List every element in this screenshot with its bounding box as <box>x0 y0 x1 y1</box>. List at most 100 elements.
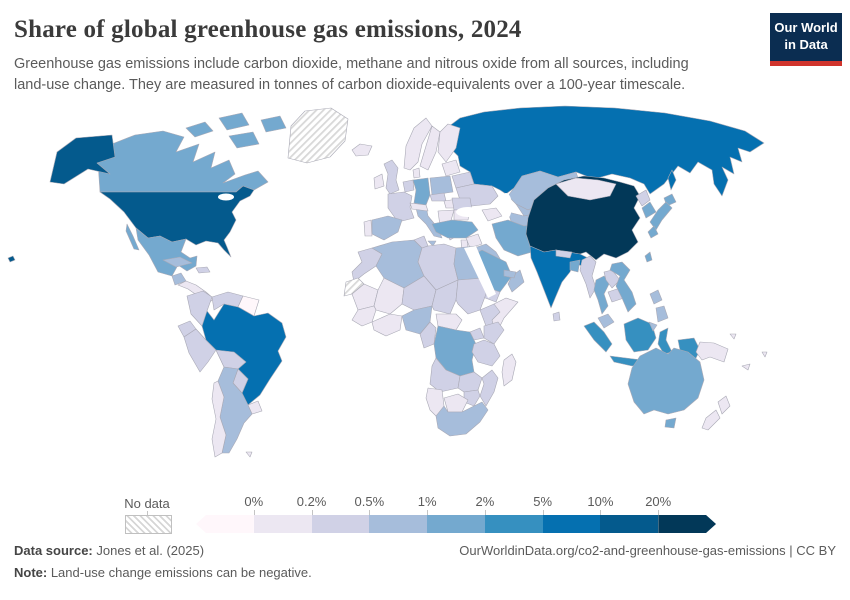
country-finland[interactable] <box>437 123 461 163</box>
country-uae[interactable] <box>503 269 517 279</box>
country-uk[interactable] <box>383 159 400 195</box>
country-new-caledonia[interactable] <box>741 363 751 371</box>
country-australia-tasmania[interactable] <box>664 417 677 429</box>
country-germany[interactable] <box>412 177 431 206</box>
country-canada[interactable] <box>97 130 269 193</box>
data-source-label: Data source: <box>14 543 93 558</box>
country-malaysia[interactable] <box>597 313 615 329</box>
country-baltics[interactable] <box>441 159 461 177</box>
legend-bin[interactable] <box>542 515 601 533</box>
country-botswana[interactable] <box>443 393 469 413</box>
country-indonesia-borneo[interactable] <box>623 317 657 353</box>
country-mozambique[interactable] <box>479 369 499 407</box>
country-caucasus[interactable] <box>481 207 503 222</box>
legend-bar <box>196 515 716 533</box>
country-usa-alaska[interactable] <box>49 134 116 185</box>
country-russia-sakhalin[interactable] <box>667 169 677 191</box>
country-falkland[interactable] <box>245 451 253 458</box>
country-france[interactable] <box>387 191 415 223</box>
legend-bin[interactable] <box>427 515 485 533</box>
country-australia[interactable] <box>627 347 705 415</box>
country-angola[interactable] <box>429 357 461 393</box>
country-central-african-republic[interactable] <box>435 313 463 331</box>
legend-bin[interactable] <box>484 515 543 533</box>
country-mongolia[interactable] <box>555 177 617 201</box>
country-taiwan[interactable] <box>644 251 653 263</box>
country-turkey[interactable] <box>431 219 479 239</box>
data-source-line: Data source: Jones et al. (2025) <box>14 543 204 558</box>
country-poland[interactable] <box>429 175 454 196</box>
credit-link[interactable]: OurWorldinData.org/co2-and-greenhouse-ga… <box>459 543 836 558</box>
country-canada-island[interactable] <box>228 131 260 149</box>
country-canada-island[interactable] <box>260 115 287 133</box>
country-solomon-islands[interactable] <box>729 333 737 340</box>
chart-subtitle: Greenhouse gas emissions include carbon … <box>14 56 689 94</box>
country-hispaniola[interactable] <box>195 266 211 274</box>
country-canada-island[interactable] <box>218 112 250 131</box>
country-chile[interactable] <box>211 380 227 458</box>
country-papua-new-guinea[interactable] <box>695 341 729 363</box>
country-benelux[interactable] <box>402 179 415 193</box>
page-title: Share of global greenhouse gas emissions… <box>14 16 522 43</box>
country-italy-sicily[interactable] <box>427 240 437 247</box>
country-mexico-baja[interactable] <box>125 223 140 251</box>
country-philippines-mindanao[interactable] <box>648 321 658 332</box>
legend-tick-line <box>311 510 313 515</box>
country-iceland[interactable] <box>351 143 373 157</box>
country-japan-kyushu[interactable] <box>647 225 659 239</box>
country-bolivia[interactable] <box>215 349 247 370</box>
country-usa-hawaii[interactable] <box>7 255 16 263</box>
world-map <box>7 105 768 458</box>
country-myanmar[interactable] <box>579 255 597 299</box>
country-north-korea[interactable] <box>635 189 651 207</box>
legend-bin[interactable] <box>600 515 659 533</box>
country-bangladesh[interactable] <box>569 259 581 273</box>
legend-tick-label: 0% <box>244 494 264 509</box>
country-cote-divoire-ghana[interactable] <box>371 313 403 337</box>
country-cameroon[interactable] <box>419 321 437 349</box>
country-syria[interactable] <box>465 233 483 249</box>
country-alpine[interactable] <box>409 202 429 212</box>
legend-tick-label: 0.2% <box>296 494 327 509</box>
owid-logo-red-bar <box>770 60 842 66</box>
legend-bin[interactable] <box>311 515 370 533</box>
country-south-africa[interactable] <box>435 401 489 437</box>
owid-logo-box: Our World in Data <box>770 13 842 61</box>
country-kenya[interactable] <box>483 321 505 345</box>
country-indonesia-sumatra[interactable] <box>583 321 613 353</box>
country-greenland[interactable] <box>287 107 349 164</box>
legend-tick-line <box>253 510 255 515</box>
country-spain[interactable] <box>371 215 403 241</box>
legend-bin[interactable] <box>658 515 716 533</box>
country-denmark[interactable] <box>412 167 421 179</box>
country-philippines-luzon[interactable] <box>649 289 663 305</box>
country-sri-lanka[interactable] <box>552 311 561 322</box>
country-canada-island[interactable] <box>185 121 214 138</box>
country-vietnam[interactable] <box>609 261 637 313</box>
country-fiji[interactable] <box>761 351 768 358</box>
legend-bin[interactable] <box>369 515 428 533</box>
country-oman[interactable] <box>507 269 525 293</box>
country-nepal[interactable] <box>555 249 573 259</box>
legend-no-data-swatch[interactable] <box>125 515 172 534</box>
country-russia[interactable] <box>443 105 765 197</box>
country-portugal[interactable] <box>363 219 373 237</box>
legend-bin[interactable] <box>196 515 254 533</box>
owid-logo[interactable]: Our World in Data <box>770 13 842 66</box>
country-ireland[interactable] <box>373 173 385 190</box>
country-cuba[interactable] <box>162 256 193 268</box>
legend-tick-label: 20% <box>645 494 672 509</box>
legend-tick-label: 5% <box>533 494 553 509</box>
country-new-zealand-north[interactable] <box>717 395 731 415</box>
caspian-sea <box>500 193 512 219</box>
country-philippines-visayas[interactable] <box>655 305 669 323</box>
country-japan-honshu[interactable] <box>649 201 673 231</box>
country-new-zealand-south[interactable] <box>701 409 721 431</box>
country-tanzania[interactable] <box>471 339 501 367</box>
country-madagascar[interactable] <box>501 353 517 387</box>
legend-no-data-tick <box>147 511 148 515</box>
country-peru[interactable] <box>183 328 217 373</box>
legend-bin[interactable] <box>253 515 312 533</box>
country-south-korea[interactable] <box>641 201 657 219</box>
